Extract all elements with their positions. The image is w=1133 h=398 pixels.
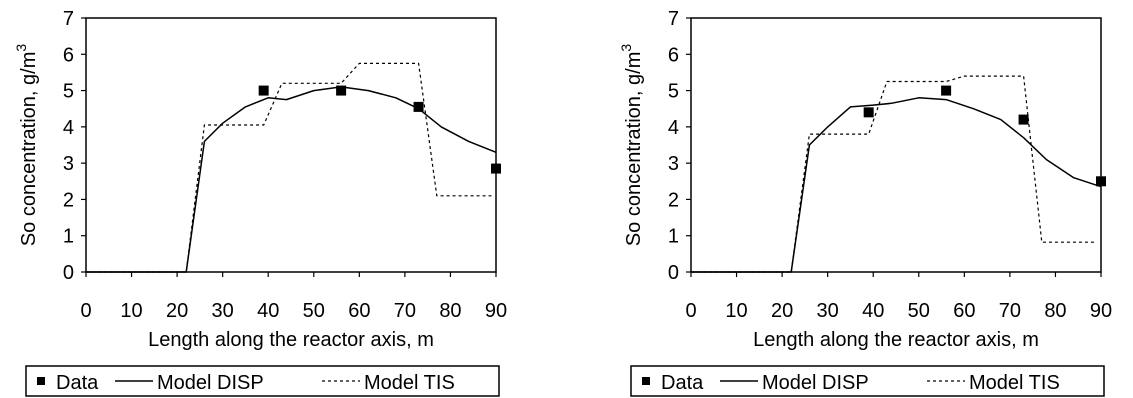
x-tick-label: 50 bbox=[303, 300, 325, 322]
x-tick-label: 70 bbox=[394, 300, 416, 322]
legend-label-data: Data bbox=[56, 372, 99, 394]
x-tick-label: 20 bbox=[166, 300, 188, 322]
y-axis-title-text: So concentration, g/m bbox=[623, 52, 645, 247]
y-tick-label: 4 bbox=[668, 117, 679, 139]
y-tick-label: 3 bbox=[668, 153, 679, 175]
legend-marker-data bbox=[37, 377, 45, 385]
y-tick-label: 6 bbox=[668, 44, 679, 66]
y-tick-label: 2 bbox=[668, 189, 679, 211]
x-tick-label: 0 bbox=[80, 300, 91, 322]
y-tick-label: 0 bbox=[63, 262, 74, 284]
legend-label-data: Data bbox=[661, 372, 704, 394]
x-tick-label: 30 bbox=[817, 300, 839, 322]
y-axis-title: So concentration, g/m3 bbox=[618, 44, 645, 247]
x-tick-label: 0 bbox=[685, 300, 696, 322]
y-tick-label: 1 bbox=[668, 226, 679, 248]
data-point-marker bbox=[863, 107, 874, 118]
data-point-marker bbox=[336, 85, 347, 96]
y-tick-label: 1 bbox=[63, 226, 74, 248]
plot-area bbox=[85, 17, 497, 273]
y-tick-label: 5 bbox=[668, 81, 679, 103]
x-tick-label: 50 bbox=[908, 300, 930, 322]
data-point-marker bbox=[1096, 176, 1106, 187]
y-tick-label: 6 bbox=[63, 44, 74, 66]
x-tick-label: 90 bbox=[485, 300, 507, 322]
data-point-marker bbox=[258, 85, 269, 96]
y-tick-label: 7 bbox=[63, 8, 74, 30]
x-tick-label: 80 bbox=[1044, 300, 1066, 322]
x-tick-label: 90 bbox=[1090, 300, 1112, 322]
legend-box bbox=[630, 365, 1105, 397]
x-tick-label: 80 bbox=[439, 300, 461, 322]
x-tick-label: 10 bbox=[120, 300, 142, 322]
y-axis-title-text: So concentration, g/m bbox=[18, 52, 40, 247]
series-line-model-tis bbox=[691, 75, 1097, 273]
x-tick-label: 10 bbox=[725, 300, 747, 322]
data-point-marker bbox=[491, 163, 501, 174]
legend: Data Model DISP Model TIS bbox=[25, 365, 500, 397]
x-tick-label: 40 bbox=[257, 300, 279, 322]
x-tick-label: 40 bbox=[862, 300, 884, 322]
y-tick-label: 5 bbox=[63, 81, 74, 103]
x-tick-label: 20 bbox=[771, 300, 793, 322]
legend-marker-data bbox=[642, 377, 650, 385]
y-tick-label: 0 bbox=[668, 262, 679, 284]
legend-label-model-tis: Model TIS bbox=[364, 372, 455, 394]
y-tick-label: 4 bbox=[63, 117, 74, 139]
y-axis-title-superscript: 3 bbox=[618, 44, 634, 52]
x-axis-title: Length along the reactor axis, m bbox=[148, 329, 434, 351]
plot-area bbox=[690, 17, 1102, 273]
data-point-marker bbox=[941, 85, 952, 96]
legend-label-model-disp: Model DISP bbox=[157, 372, 264, 394]
data-point-marker bbox=[1018, 114, 1029, 125]
y-tick-label: 3 bbox=[63, 153, 74, 175]
x-tick-label: 30 bbox=[212, 300, 234, 322]
x-tick-label: 60 bbox=[348, 300, 370, 322]
series-line-model-tis bbox=[86, 62, 492, 273]
legend-box bbox=[25, 365, 500, 397]
series-line-model-disp bbox=[86, 86, 497, 273]
legend-label-model-tis: Model TIS bbox=[969, 372, 1060, 394]
y-axis-title-superscript: 3 bbox=[13, 44, 29, 52]
data-point-marker bbox=[413, 101, 424, 112]
x-tick-label: 70 bbox=[999, 300, 1021, 322]
y-tick-label: 7 bbox=[668, 8, 679, 30]
legend-label-model-disp: Model DISP bbox=[762, 372, 869, 394]
y-tick-label: 2 bbox=[63, 189, 74, 211]
x-tick-label: 60 bbox=[953, 300, 975, 322]
series-line-model-disp bbox=[691, 97, 1102, 273]
legend: Data Model DISP Model TIS bbox=[630, 365, 1105, 397]
y-axis-title: So concentration, g/m3 bbox=[13, 44, 40, 247]
x-axis-title: Length along the reactor axis, m bbox=[753, 329, 1039, 351]
